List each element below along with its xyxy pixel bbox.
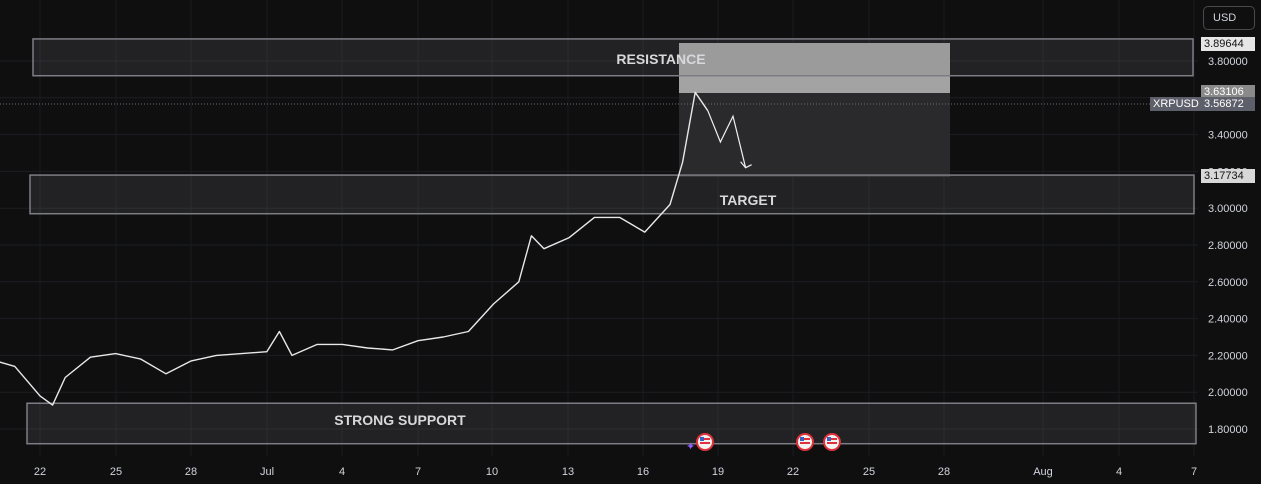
x-tick-label: 25 [863,466,875,478]
x-tick-label: 28 [185,466,197,478]
x-tick-label: 7 [415,466,421,478]
current-price-tag: 3.56872 [1201,97,1255,111]
flag-stripe [827,442,837,444]
x-tick-label: 16 [637,466,649,478]
y-tick-label: 3.40000 [1208,130,1248,142]
zone-strong-support [26,402,1197,445]
flag-canton [800,437,804,441]
currency-label: USD [1213,12,1237,24]
zone-target [29,174,1195,215]
y-tick-label: 1.80000 [1208,424,1248,436]
resistance-label: RESISTANCE [616,51,706,67]
y-tick-label: 2.80000 [1208,240,1248,252]
target-price-tag: 3.17734 [1201,169,1255,183]
flag-stripe [700,442,710,444]
flag-stripe [800,438,810,440]
y-tick-label: 2.00000 [1208,387,1248,399]
high-price-tag: 3.63106 [1201,85,1255,99]
projection-arrowhead [740,161,752,169]
symbol-tag: XRPUSD [1150,97,1202,111]
flag-stripe [800,442,810,444]
target-label: TARGET [719,192,777,208]
resistance-price-tag: 3.89644 [1201,37,1255,51]
x-tick-label: Jul [260,466,274,478]
x-tick-label: 28 [938,466,950,478]
y-tick-label: 2.60000 [1208,277,1248,289]
strong-support-label: STRONG SUPPORT [334,412,466,428]
projection-path [707,110,747,168]
x-tick-label: 22 [787,466,799,478]
x-tick-label: 7 [1191,466,1197,478]
x-tick-label: Aug [1033,466,1053,478]
stop-zone-box [679,43,950,93]
x-tick-label: 13 [562,466,574,478]
x-tick-label: 22 [34,466,46,478]
y-tick-label: 3.00000 [1208,203,1248,215]
x-tick-label: 25 [110,466,122,478]
y-tick-label: 2.20000 [1208,350,1248,362]
flag-canton [700,437,704,441]
y-tick-label: 2.40000 [1208,314,1248,326]
currency-button[interactable]: USD [1203,6,1255,30]
flag-stripe [827,438,837,440]
zone-resistance [32,38,1194,77]
flag-canton [827,437,831,441]
price-series-line [0,91,709,406]
x-tick-label: 4 [1116,466,1122,478]
x-tick-label: 19 [712,466,724,478]
x-tick-label: 4 [339,466,345,478]
y-tick-label: 3.80000 [1208,56,1248,68]
flag-stripe [700,438,710,440]
x-tick-label: 10 [486,466,498,478]
sparkle-icon: ✦ [686,440,695,453]
